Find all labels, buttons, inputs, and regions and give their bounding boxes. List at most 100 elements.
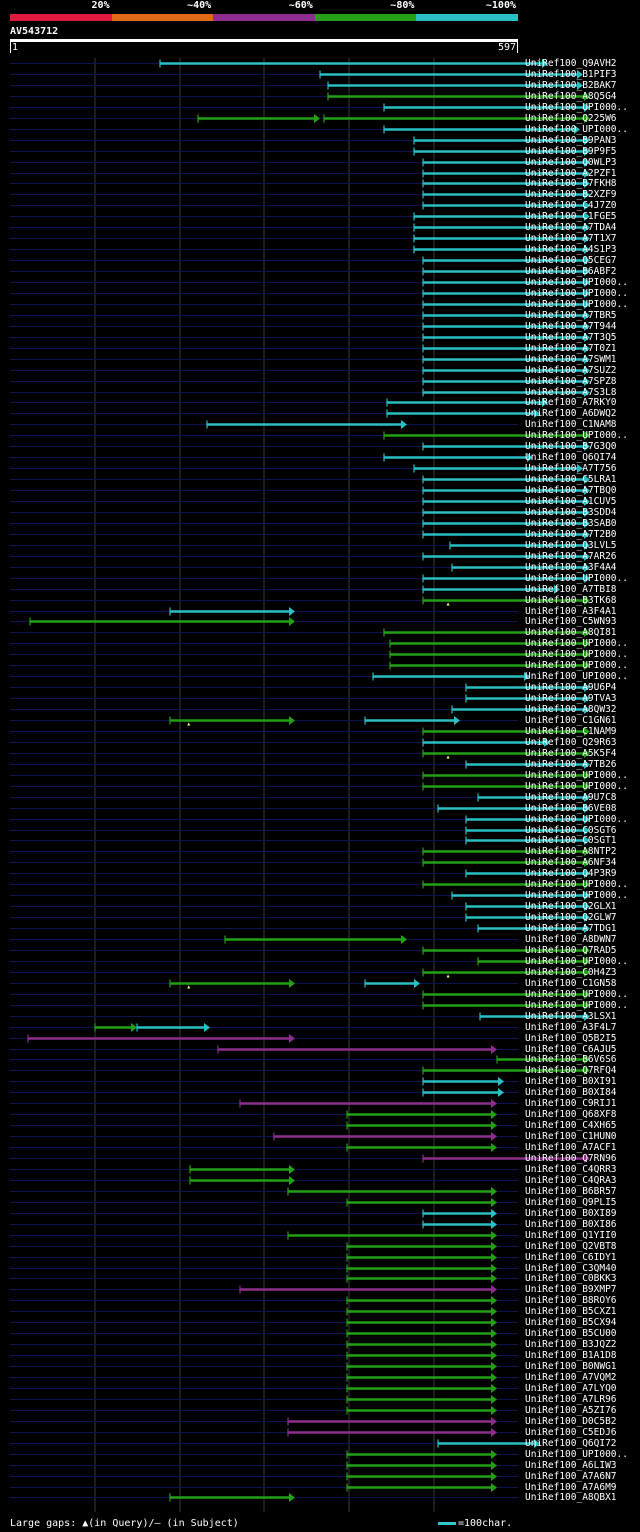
hit-label[interactable]: UniRef100_C5WN93 [525, 615, 617, 627]
hit-label[interactable]: UniRef100_B0XI91 [525, 1075, 617, 1087]
hit-label[interactable]: UniRef100_A7T1X7 [525, 232, 617, 244]
hit-label[interactable]: UniRef100_B7G3Q0 [525, 440, 617, 452]
hit-label[interactable]: UniRef100_UPI000.. [525, 287, 628, 299]
hit-label[interactable]: UniRef100_UPI000.. [525, 955, 628, 967]
hit-label[interactable]: UniRef100_A7VQM2 [525, 1371, 617, 1383]
hit-label[interactable]: UniRef100_B0NWG1 [525, 1360, 617, 1372]
hit-label[interactable]: UniRef100_C1FGE5 [525, 210, 617, 222]
hit-label[interactable]: UniRef100_Q3LVL5 [525, 539, 617, 551]
hit-label[interactable]: UniRef100_B7FKH8 [525, 177, 617, 189]
hit-label[interactable]: UniRef100_A7T2B0 [525, 528, 617, 540]
hit-label[interactable]: UniRef100_C1HUN0 [525, 1130, 617, 1142]
hit-label[interactable]: UniRef100_A8NTP2 [525, 845, 617, 857]
hit-label[interactable]: UniRef100_C1GN61 [525, 714, 617, 726]
hit-label[interactable]: UniRef100_Q7RAD5 [525, 944, 617, 956]
hit-label[interactable]: UniRef100_A7T3Q5 [525, 331, 617, 343]
hit-label[interactable]: UniRef100_Q5CEG7 [525, 254, 617, 266]
hit-label[interactable]: UniRef100_B1A1D8 [525, 1349, 617, 1361]
hit-label[interactable]: UniRef100_Q4P3R9 [525, 867, 617, 879]
hit-label[interactable]: UniRef100_Q68XF8 [525, 1108, 617, 1120]
hit-label[interactable]: UniRef100_A7TBI8 [525, 583, 617, 595]
hit-label[interactable]: UniRef100_A8Q5G4 [525, 90, 617, 102]
hit-label[interactable]: UniRef100_A7SPZ8 [525, 375, 617, 387]
hit-label[interactable]: UniRef100_A9U6P4 [525, 681, 617, 693]
hit-label[interactable]: UniRef100_UPI000.. [525, 769, 628, 781]
hit-label[interactable]: UniRef100_UPI000.. [525, 999, 628, 1011]
hit-label[interactable]: UniRef100_A6NF34 [525, 856, 617, 868]
hit-label[interactable]: UniRef100_A7TDA4 [525, 221, 617, 233]
hit-label[interactable]: UniRef100_A8QW32 [525, 703, 617, 715]
hit-label[interactable]: UniRef100_B5CXZ1 [525, 1305, 617, 1317]
hit-label[interactable]: UniRef100_Q6QI74 [525, 451, 617, 463]
hit-label[interactable]: UniRef100_A7RKY0 [525, 396, 617, 408]
hit-label[interactable]: UniRef100_B8ROY6 [525, 1294, 617, 1306]
hit-label[interactable]: UniRef100_A9U7C8 [525, 791, 617, 803]
hit-label[interactable]: UniRef100_A7SWM1 [525, 353, 617, 365]
hit-label[interactable]: UniRef100_A7A6M9 [525, 1481, 617, 1493]
hit-label[interactable]: UniRef100_B9P9F5 [525, 145, 617, 157]
hit-label[interactable]: UniRef100_A8DWN7 [525, 933, 617, 945]
hit-label[interactable]: UniRef100_B2XZF9 [525, 188, 617, 200]
hit-label[interactable]: UniRef100_A4S1P3 [525, 243, 617, 255]
hit-label[interactable]: UniRef100_Q7RFQ4 [525, 1064, 617, 1076]
hit-label[interactable]: UniRef100_C6IDY1 [525, 1251, 617, 1263]
hit-label[interactable]: UniRef100_Q5B2I5 [525, 1032, 617, 1044]
hit-label[interactable]: UniRef100_A1CUV5 [525, 495, 617, 507]
hit-label[interactable]: UniRef100_C4XH65 [525, 1119, 617, 1131]
hit-label[interactable]: UniRef100_UPI000.. [525, 429, 628, 441]
hit-label[interactable]: UniRef100_Q7RN96 [525, 1152, 617, 1164]
hit-label[interactable]: UniRef100_UPI000.. [525, 101, 628, 113]
hit-label[interactable]: UniRef100_C1NAM8 [525, 418, 617, 430]
hit-label[interactable]: UniRef100_C0BKK3 [525, 1272, 617, 1284]
hit-label[interactable]: UniRef100_A7T756 [525, 462, 617, 474]
hit-label[interactable]: UniRef100_A9TVA3 [525, 692, 617, 704]
hit-label[interactable]: UniRef100_A7LR96 [525, 1393, 617, 1405]
hit-label[interactable]: UniRef100_Q9AVH2 [525, 57, 617, 69]
hit-label[interactable]: UniRef100_A7S3L8 [525, 386, 617, 398]
hit-label[interactable]: UniRef100_UPI000.. [525, 889, 628, 901]
hit-label[interactable]: UniRef100_B6V6S6 [525, 1053, 617, 1065]
hit-label[interactable]: UniRef100_UPI000.. [525, 123, 628, 135]
hit-label[interactable]: UniRef100_UPI000.. [525, 637, 628, 649]
hit-label[interactable]: UniRef100_B1PIF3 [525, 68, 617, 80]
hit-label[interactable]: UniRef100_Q2VBT8 [525, 1240, 617, 1252]
hit-label[interactable]: UniRef100_A3F4A1 [525, 605, 617, 617]
hit-label[interactable]: UniRef100_A7TBQ0 [525, 484, 617, 496]
hit-label[interactable]: UniRef100_A3F4A4 [525, 561, 617, 573]
hit-label[interactable]: UniRef100_A7T0Z1 [525, 342, 617, 354]
hit-label[interactable]: UniRef100_A7TBR5 [525, 309, 617, 321]
hit-label[interactable]: UniRef100_UPI000.. [525, 878, 628, 890]
hit-label[interactable]: UniRef100_A7ACF1 [525, 1141, 617, 1153]
hit-label[interactable]: UniRef100_C9RIJ1 [525, 1097, 617, 1109]
hit-label[interactable]: UniRef100_B5CU00 [525, 1327, 617, 1339]
hit-label[interactable]: UniRef100_A7AR26 [525, 550, 617, 562]
hit-label[interactable]: UniRef100_B5CX94 [525, 1316, 617, 1328]
hit-label[interactable]: UniRef100_B0XI89 [525, 1207, 617, 1219]
hit-label[interactable]: UniRef100_B3SDD4 [525, 506, 617, 518]
hit-label[interactable]: UniRef100_A7A6N7 [525, 1470, 617, 1482]
hit-label[interactable]: UniRef100_UPI000.. [525, 988, 628, 1000]
hit-label[interactable]: UniRef100_B9XMP7 [525, 1283, 617, 1295]
hit-label[interactable]: UniRef100_B3TK68 [525, 594, 617, 606]
hit-label[interactable]: UniRef100_A3F4L7 [525, 1021, 617, 1033]
hit-label[interactable]: UniRef100_Q225W6 [525, 112, 617, 124]
hit-label[interactable]: UniRef100_Q1YII0 [525, 1229, 617, 1241]
hit-label[interactable]: UniRef100_B0XI84 [525, 1086, 617, 1098]
hit-label[interactable]: UniRef100_C5LRA1 [525, 473, 617, 485]
hit-label[interactable]: UniRef100_A2PZF1 [525, 167, 617, 179]
hit-label[interactable]: UniRef100_Q29R63 [525, 736, 617, 748]
hit-label[interactable]: UniRef100_C1NAM9 [525, 725, 617, 737]
hit-label[interactable]: UniRef100_A8QI81 [525, 626, 617, 638]
hit-label[interactable]: UniRef100_A8QBX1 [525, 1491, 617, 1503]
hit-label[interactable]: UniRef100_B6BR57 [525, 1185, 617, 1197]
hit-label[interactable]: UniRef100_B2BAK7 [525, 79, 617, 91]
hit-label[interactable]: UniRef100_A5ZI76 [525, 1404, 617, 1416]
hit-label[interactable]: UniRef100_C4J7Z0 [525, 199, 617, 211]
hit-label[interactable]: UniRef100_A7TB26 [525, 758, 617, 770]
hit-label[interactable]: UniRef100_A6DWQ2 [525, 407, 617, 419]
hit-label[interactable]: UniRef100_UPI000.. [525, 276, 628, 288]
hit-label[interactable]: UniRef100_UPI000.. [525, 659, 628, 671]
hit-label[interactable]: UniRef100_A5K5F4 [525, 747, 617, 759]
hit-label[interactable]: UniRef100_UPI000.. [525, 813, 628, 825]
hit-label[interactable]: UniRef100_Q6QI72 [525, 1437, 617, 1449]
